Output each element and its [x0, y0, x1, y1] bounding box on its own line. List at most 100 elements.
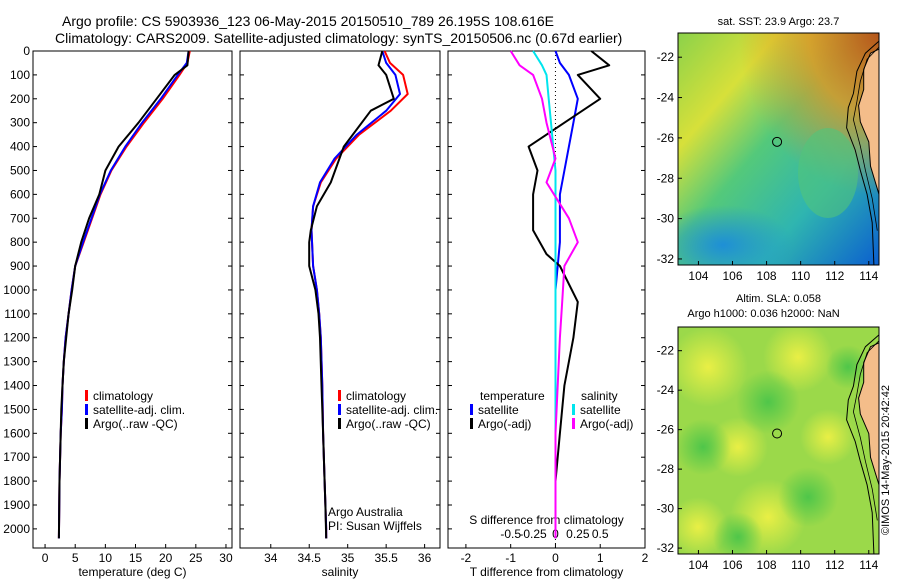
x-tick-label: 104 — [688, 269, 708, 283]
map-sst-panel: 104 106 108 110 112 114 -22 -24 -26 -28 -30 -32 sat.… — [657, 16, 880, 283]
map-title: sat. SST: 23.9 Argo: 23.7 — [718, 16, 840, 28]
sst-eddy — [798, 128, 858, 218]
legend-label: satellite — [478, 403, 519, 417]
series-line-3 — [57, 50, 190, 539]
x-tick-label: 110 — [791, 269, 810, 283]
map-sst-frame — [677, 32, 880, 266]
sla-low-anomaly — [713, 512, 763, 554]
x-tick-label: 10 — [99, 551, 113, 565]
legend-swatch — [85, 418, 88, 429]
legend-swatch — [85, 404, 88, 415]
y-tick-label: -28 — [657, 171, 675, 185]
salinity-panel: 34 34.5 35 35.5 36 salinity climatologysatelli… — [239, 50, 441, 579]
map-title: Altim. SLA: 0.058 — [736, 293, 821, 305]
x-tick-label: 30 — [219, 551, 233, 565]
y-tick-label: -24 — [657, 383, 675, 397]
y-tick-label: 0 — [23, 44, 30, 58]
sla-low-anomaly — [678, 419, 731, 475]
sla-high-anomaly — [678, 327, 748, 407]
y-tick-label: -22 — [657, 344, 675, 358]
y-tick-label: 1600 — [3, 426, 30, 440]
x-tick-label: 108 — [757, 558, 777, 572]
x-tick-label-top: 0.25 — [566, 527, 590, 541]
y-tick-label: 700 — [10, 211, 30, 225]
x-axis-label: salinity — [322, 565, 359, 579]
isobath-contour — [846, 40, 879, 265]
x-tick-label: 110 — [791, 558, 810, 572]
map-panels: 104 106 108 110 112 114 -22 -24 -26 -28 -30 -32 sat.… — [657, 16, 880, 572]
sla-low-anomaly — [736, 370, 800, 434]
y-tick-label: 500 — [10, 163, 30, 177]
x-tick-label: -1 — [505, 551, 516, 565]
legend-label: satellite-adj. clim. — [93, 403, 185, 417]
y-tick-label: 2000 — [3, 522, 30, 536]
legend-label: satellite-adj. clim. — [346, 403, 438, 417]
y-tick-label: 800 — [10, 235, 30, 249]
x-tick-label: 15 — [129, 551, 143, 565]
y-tick-label: 1400 — [3, 379, 30, 393]
legend-label: Argo(-adj) — [580, 417, 633, 431]
y-tick-label: -30 — [657, 212, 675, 226]
isobath-contour — [852, 46, 879, 231]
y-tick-label: 1200 — [3, 331, 30, 345]
isobath-contour — [852, 340, 879, 521]
y-tick-label: -28 — [657, 462, 675, 476]
difference-panel: -2 -1 0 1 2 T difference from climatology S di… — [447, 50, 649, 579]
series-line-2 — [527, 50, 611, 539]
legend-title: salinity — [581, 389, 618, 403]
x-tick-label: 112 — [825, 558, 844, 572]
y-tick-label: -30 — [657, 502, 675, 516]
legend-label: satellite — [580, 403, 621, 417]
sst-cool-region — [678, 205, 793, 265]
x-tick-label: 1 — [597, 551, 604, 565]
legend-swatch — [338, 418, 341, 429]
x-tick-label-top: -0.25 — [519, 527, 547, 541]
x-tick-label: 2 — [642, 551, 649, 565]
y-tick-label: 1500 — [3, 402, 30, 416]
sla-low-anomaly — [826, 345, 870, 389]
x-tick-label: 20 — [159, 551, 173, 565]
legend-label: Argo(..raw -QC) — [93, 417, 178, 431]
series-line-3 — [308, 50, 395, 539]
y-tick-label: 600 — [10, 187, 30, 201]
y-tick-label: -26 — [657, 131, 675, 145]
x-tick-label: 108 — [757, 269, 777, 283]
y-tick-label: 1300 — [3, 355, 30, 369]
legend-swatch — [85, 390, 88, 401]
y-tick-label: 1900 — [3, 498, 30, 512]
legend-swatch — [572, 404, 575, 415]
sla-high-anomaly — [800, 409, 856, 465]
x-tick-label: 34.5 — [298, 551, 322, 565]
y-tick-label: -24 — [657, 91, 675, 105]
temperature-axes-box — [32, 50, 233, 549]
series-line-4 — [509, 50, 579, 539]
argo-float-marker — [772, 428, 783, 439]
y-tick-label: 100 — [10, 68, 30, 82]
legend-label: Argo(..raw -QC) — [346, 417, 431, 431]
legend-swatch — [470, 404, 473, 415]
legend-swatch — [338, 404, 341, 415]
y-tick-label: 1800 — [3, 474, 30, 488]
x-tick-label-top: -0.5 — [500, 527, 521, 541]
x-tick-label: 35 — [341, 551, 355, 565]
x-tick-label: 0 — [552, 551, 559, 565]
temperature-panel: 0 5 10 15 20 25 300100200300400500600700800900… — [3, 44, 233, 579]
map-subtitle: Argo h1000: 0.036 h2000: NaN — [687, 308, 839, 320]
y-tick-label: -22 — [657, 50, 675, 64]
salinity-axes-box — [239, 50, 441, 549]
x-axis-label: T difference from climatology — [470, 565, 624, 579]
legend-label: climatology — [93, 389, 153, 403]
legend-swatch — [572, 418, 575, 429]
legend-label: Argo(-adj) — [478, 417, 531, 431]
legend-label: climatology — [346, 389, 406, 403]
x-tick-label-top: 0.5 — [592, 527, 609, 541]
annotation-text: PI: Susan Wijffels — [328, 519, 422, 533]
x-tick-label: 25 — [189, 551, 203, 565]
sla-low-anomaly — [778, 467, 838, 527]
imos-timestamp: ©IMOS 14-May-2015 20:42:42 — [880, 385, 892, 535]
x-tick-label: 34 — [264, 551, 278, 565]
y-tick-label: 300 — [10, 116, 30, 130]
x-axis-label: temperature (deg C) — [78, 565, 186, 579]
x-tick-label: 114 — [859, 269, 878, 283]
profile-panels: 0 5 10 15 20 25 300100200300400500600700800900… — [3, 44, 648, 579]
